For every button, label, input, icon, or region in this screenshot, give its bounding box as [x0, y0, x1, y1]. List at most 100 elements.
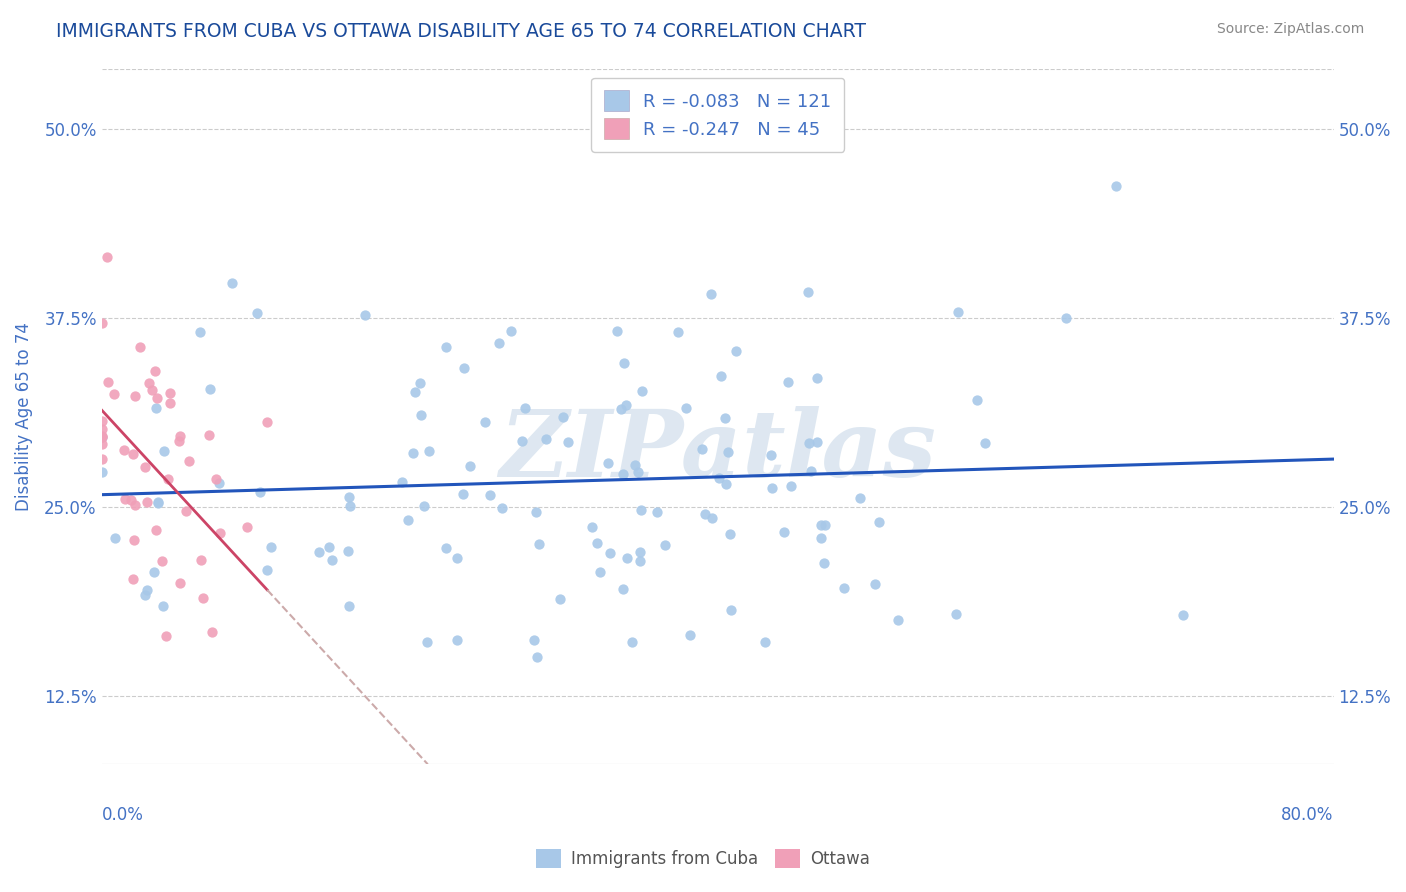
Point [886, 614, 908, 628]
Point [124, 389, 146, 403]
Point [714, 477, 737, 491]
Point [143, 364, 166, 378]
Point [612, 467, 634, 481]
Point [337, 490, 360, 504]
Point [129, 340, 152, 354]
Point [246, 306, 269, 320]
Point [90, 422, 112, 436]
Y-axis label: Disability Age 65 to 74: Disability Age 65 to 74 [15, 322, 32, 511]
Point [654, 538, 676, 552]
Point [868, 516, 890, 530]
Point [318, 540, 340, 554]
Point [491, 501, 513, 516]
Point [523, 632, 546, 647]
Point [249, 484, 271, 499]
Point [692, 442, 714, 456]
Point [221, 276, 243, 290]
Point [122, 533, 145, 547]
Point [800, 464, 823, 478]
Point [200, 382, 222, 396]
Text: ZIPatlas: ZIPatlas [499, 406, 936, 496]
Point [524, 505, 547, 519]
Point [90, 452, 112, 467]
Point [159, 386, 181, 401]
Point [710, 369, 733, 384]
Point [193, 591, 215, 605]
Point [391, 475, 413, 489]
Point [966, 393, 988, 408]
Point [446, 551, 468, 566]
Point [513, 401, 536, 416]
Point [599, 545, 621, 559]
Point [103, 386, 125, 401]
Point [256, 415, 278, 429]
Point [717, 445, 740, 459]
Legend: R = -0.083   N = 121, R = -0.247   N = 45: R = -0.083 N = 121, R = -0.247 N = 45 [591, 78, 844, 152]
Point [754, 635, 776, 649]
Point [699, 287, 721, 301]
Point [143, 566, 166, 580]
Text: IMMIGRANTS FROM CUBA VS OTTAWA DISABILITY AGE 65 TO 74 CORRELATION CHART: IMMIGRANTS FROM CUBA VS OTTAWA DISABILIT… [56, 22, 866, 41]
Point [114, 491, 136, 506]
Point [90, 437, 112, 451]
Point [973, 436, 995, 450]
Point [236, 520, 259, 534]
Point [96, 251, 118, 265]
Point [156, 472, 179, 486]
Point [260, 541, 283, 555]
Point [146, 496, 169, 510]
Point [709, 471, 731, 485]
Point [141, 383, 163, 397]
Point [813, 556, 835, 570]
Point [797, 285, 820, 299]
Point [409, 408, 432, 422]
Point [90, 429, 112, 443]
Point [179, 454, 201, 468]
Point [413, 500, 436, 514]
Point [155, 629, 177, 643]
Point [776, 375, 799, 389]
Point [205, 472, 228, 486]
Point [409, 376, 432, 390]
Point [174, 504, 197, 518]
Point [713, 411, 735, 425]
Point [434, 340, 457, 354]
Point [337, 599, 360, 613]
Point [553, 409, 575, 424]
Point [810, 518, 832, 533]
Point [208, 476, 231, 491]
Point [121, 572, 143, 586]
Text: 0.0%: 0.0% [101, 806, 143, 824]
Point [416, 635, 439, 649]
Point [453, 360, 475, 375]
Point [585, 536, 607, 550]
Point [761, 481, 783, 495]
Point [159, 396, 181, 410]
Point [401, 446, 423, 460]
Point [90, 414, 112, 428]
Point [628, 554, 651, 568]
Point [136, 582, 159, 597]
Point [418, 443, 440, 458]
Point [718, 526, 741, 541]
Point [308, 545, 330, 559]
Point [152, 599, 174, 613]
Point [557, 434, 579, 449]
Point [167, 434, 190, 448]
Point [153, 443, 176, 458]
Point [614, 398, 637, 412]
Point [136, 495, 159, 509]
Point [596, 456, 619, 470]
Point [209, 525, 232, 540]
Point [863, 577, 886, 591]
Point [122, 447, 145, 461]
Point [474, 416, 496, 430]
Point [134, 588, 156, 602]
Point [90, 429, 112, 443]
Point [138, 376, 160, 391]
Point [446, 632, 468, 647]
Point [451, 486, 474, 500]
Point [832, 581, 855, 595]
Text: Source: ZipAtlas.com: Source: ZipAtlas.com [1216, 22, 1364, 37]
Point [720, 603, 742, 617]
